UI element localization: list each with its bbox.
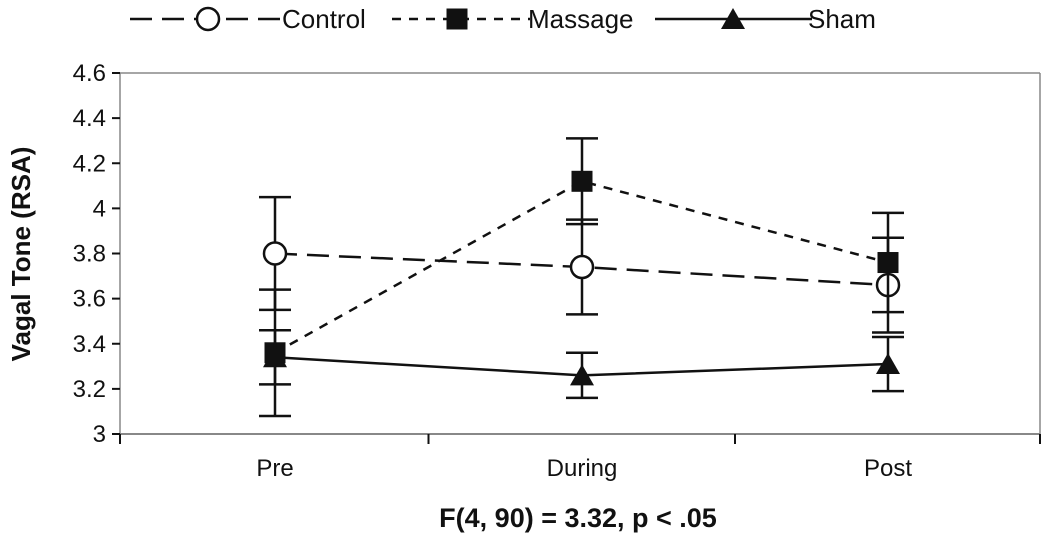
- y-axis: 3 3.2 3.4 3.6 3.8 4 4.2 4.4 4.6: [73, 60, 120, 448]
- y-tick-label: 4.4: [73, 105, 106, 132]
- x-tick-label: During: [547, 455, 618, 482]
- data-point: [262, 241, 288, 266]
- statistics-annotation: F(4, 90) = 3.32, p < .05: [439, 503, 717, 533]
- y-tick-label: 3: [93, 421, 106, 448]
- legend-label: Control: [282, 4, 366, 34]
- legend-item-control: Control: [130, 4, 366, 34]
- legend-label: Massage: [528, 4, 634, 34]
- y-tick-label: 4.2: [73, 150, 106, 177]
- data-point: [571, 170, 593, 192]
- plot-frame: [119, 72, 1041, 435]
- y-tick-label: 4: [93, 195, 106, 222]
- x-tick-label: Pre: [256, 455, 293, 482]
- y-tick-label: 3.2: [73, 376, 106, 403]
- legend-marker: [721, 8, 745, 29]
- series-line: [274, 179, 889, 354]
- legend-item-massage: Massage: [392, 4, 634, 34]
- legend-marker: [195, 6, 221, 32]
- data-point: [570, 364, 594, 386]
- y-tick-label: 3.4: [73, 331, 106, 358]
- legend-label: Sham: [808, 4, 876, 34]
- y-tick-label: 3.8: [73, 241, 106, 268]
- series-layer: [259, 137, 904, 418]
- x-axis: Pre During Post: [119, 434, 1041, 482]
- legend-marker: [446, 8, 468, 30]
- data-point: [569, 254, 595, 280]
- data-point: [876, 353, 900, 375]
- data-point: [877, 252, 899, 274]
- series-sham: [259, 328, 904, 400]
- y-axis-title: Vagal Tone (RSA): [6, 147, 36, 362]
- legend-item-sham: Sham: [655, 4, 876, 34]
- legend: Control Massage Sham: [130, 4, 876, 34]
- y-tick-label: 3.6: [73, 286, 106, 313]
- x-tick-label: Post: [864, 455, 912, 482]
- y-tick-label: 4.6: [73, 60, 106, 87]
- data-point: [263, 346, 287, 368]
